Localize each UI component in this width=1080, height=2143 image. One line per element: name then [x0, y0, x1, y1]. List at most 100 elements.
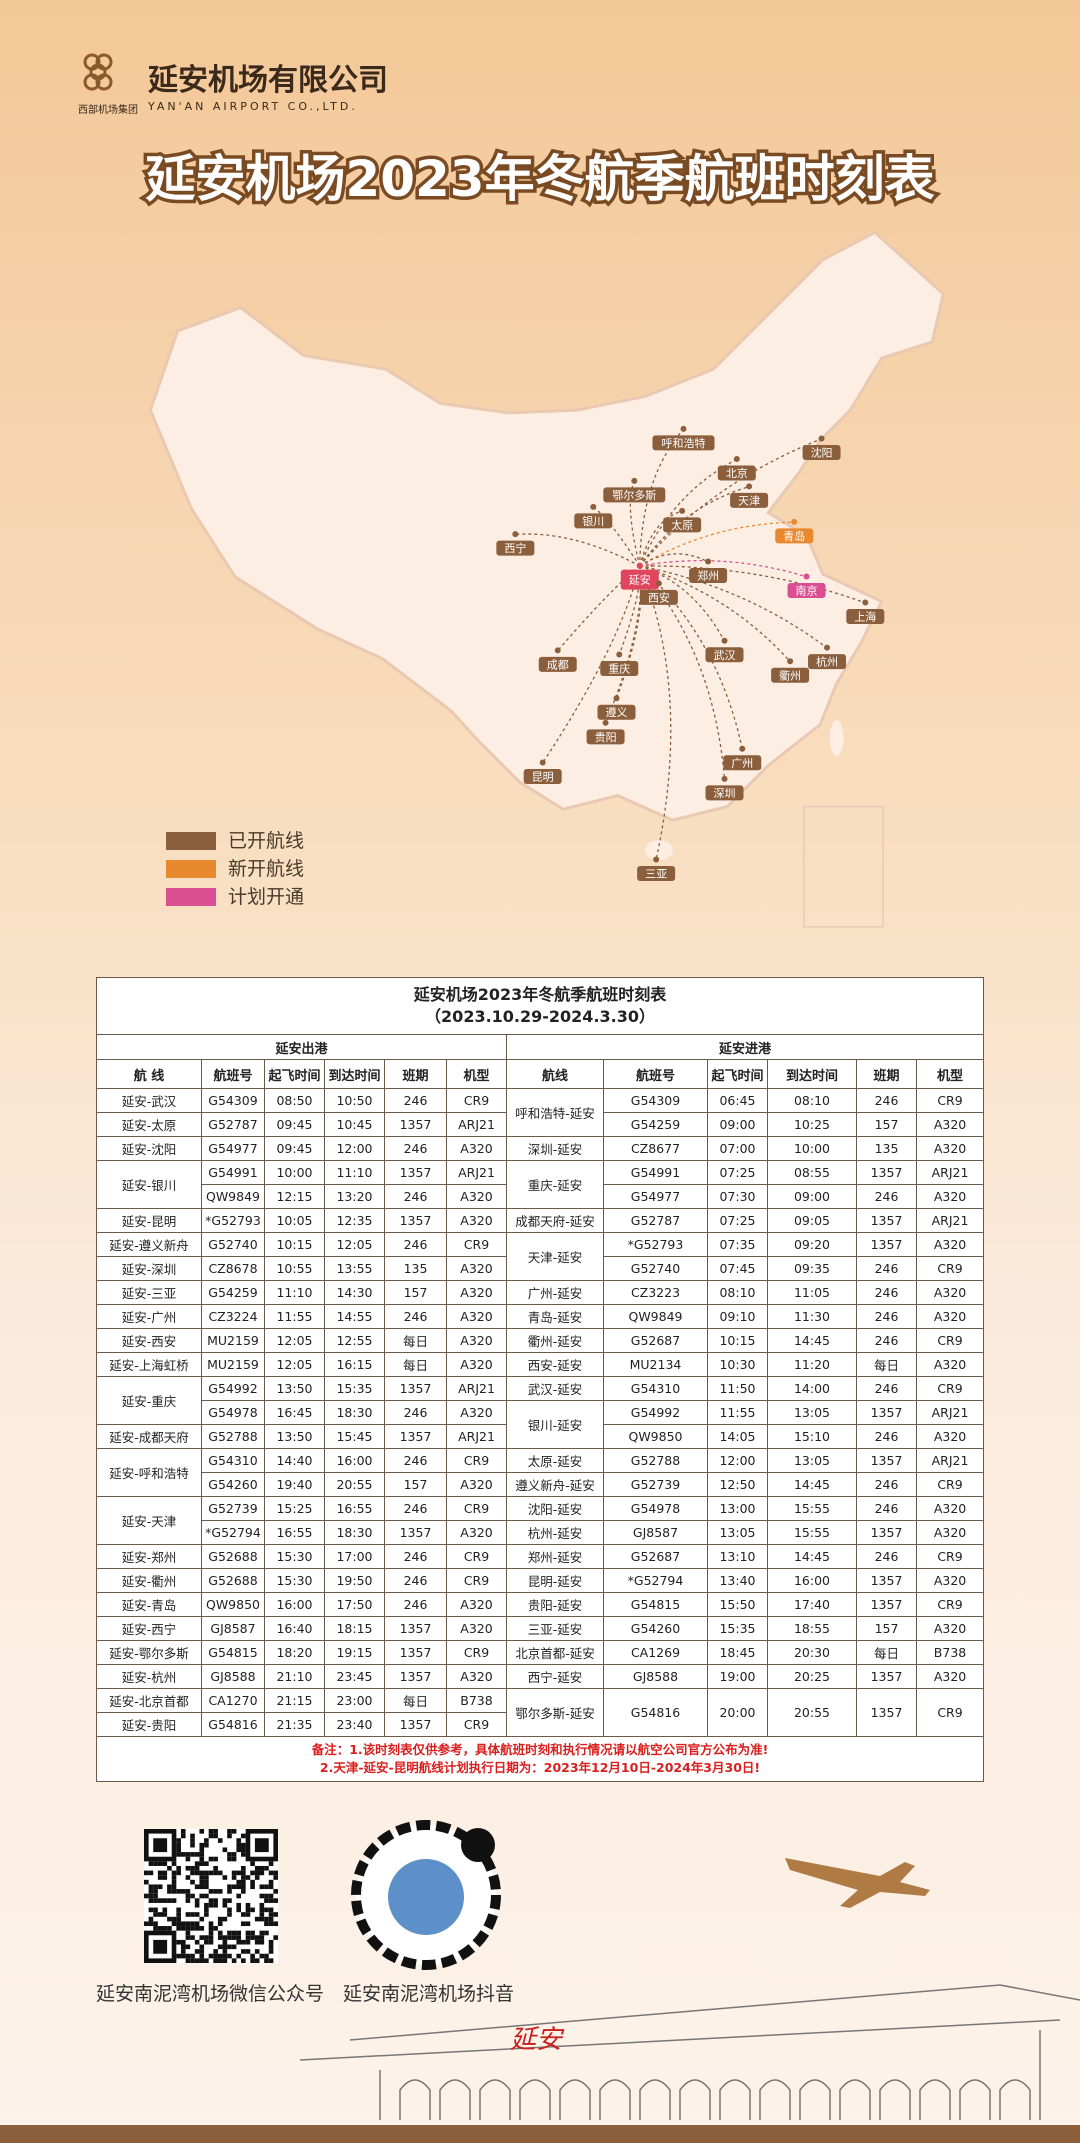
qr-cell — [245, 1930, 251, 1936]
flight-cell: 10:25 — [767, 1112, 857, 1137]
flight-cell: G52739 — [201, 1496, 265, 1521]
city-label: 衢州 — [779, 669, 801, 682]
qr-cell — [217, 1944, 223, 1950]
qr-cell — [185, 1912, 191, 1917]
qr-finder — [144, 1930, 177, 1964]
qr-cell — [259, 1884, 265, 1890]
route: 杭州-延安 — [506, 1520, 604, 1545]
flight-cell: 14:55 — [324, 1304, 385, 1329]
flight-cell: 12:55 — [324, 1328, 385, 1353]
qr-cell — [273, 1921, 278, 1927]
flight-cell: 09:00 — [707, 1112, 768, 1137]
city-dot — [539, 759, 546, 766]
city-tag — [717, 465, 756, 481]
qr-cell — [264, 1930, 269, 1936]
flight-cell: A320 — [915, 1520, 985, 1545]
qr-cell — [241, 1852, 246, 1857]
qr-cell — [153, 1907, 158, 1913]
qr-cell — [254, 1935, 260, 1940]
arch — [399, 2079, 431, 2120]
city-dot — [721, 775, 728, 782]
qr-cell — [254, 1939, 260, 1945]
qr-cell — [185, 1958, 191, 1963]
flight-cell: A320 — [915, 1424, 985, 1449]
city-label: 遵义 — [606, 705, 628, 719]
flight-cell: 14:05 — [707, 1424, 768, 1449]
qr-cell — [231, 1875, 237, 1880]
qr-cell — [259, 1930, 265, 1936]
city-dot — [554, 647, 561, 654]
flight-cell: 09:00 — [767, 1184, 857, 1209]
city-label: 延安 — [629, 573, 651, 587]
qr-cell — [153, 1889, 158, 1894]
arch — [639, 2079, 671, 2120]
qr-cell — [213, 1902, 218, 1908]
flight-cell: 06:45 — [707, 1088, 768, 1113]
flight-cell: 17:00 — [324, 1544, 385, 1569]
flight-cell: A320 — [915, 1184, 985, 1209]
qr-cell — [185, 1930, 191, 1936]
building-sign: 延安 — [510, 2025, 565, 2055]
qr-cell — [264, 1921, 269, 1927]
flight-cell: G54977 — [603, 1184, 708, 1209]
qr-cell — [194, 1939, 200, 1945]
qr-cell — [190, 1921, 195, 1927]
flight-cell: 246 — [384, 1136, 447, 1161]
flight-cell: GJ8587 — [603, 1520, 708, 1545]
flight-cell: 21:35 — [264, 1712, 325, 1737]
route-line — [639, 438, 822, 567]
qr-cell — [204, 1958, 209, 1963]
flight-cell: G54815 — [603, 1592, 708, 1617]
qr-cell — [144, 1921, 149, 1927]
flight-row: 延安-昆明 *G52793 10:05 12:35 1357 A320 成都天府-延安 G52… — [96, 1208, 985, 1233]
qr-cell — [222, 1949, 228, 1954]
flight-cell: 07:00 — [707, 1136, 768, 1161]
city-tag — [808, 654, 847, 670]
qr-cell — [241, 1889, 246, 1894]
qr-cell — [171, 1875, 177, 1880]
qr-finder — [245, 1828, 278, 1862]
qr-cell — [213, 1829, 218, 1834]
arch — [839, 2079, 871, 2120]
route: 郑州-延安 — [506, 1544, 604, 1569]
flight-cell: ARJ21 — [915, 1448, 985, 1473]
airplane — [785, 1858, 930, 1908]
qr-cell — [245, 1902, 251, 1908]
route: 西安-延安 — [506, 1352, 604, 1377]
flight-cell: 157 — [856, 1112, 917, 1137]
city-label: 太原 — [671, 519, 693, 532]
qr-cell — [185, 1852, 191, 1857]
qr-cell — [204, 1870, 209, 1876]
qr-cell — [217, 1889, 223, 1894]
route-line — [639, 560, 807, 578]
city-label: 郑州 — [697, 569, 719, 583]
route-line — [639, 565, 672, 860]
arch — [479, 2079, 511, 2120]
route: 延安-西宁 — [96, 1616, 202, 1641]
flight-cell: QW9849 — [603, 1304, 708, 1329]
qr-cell — [176, 1921, 181, 1927]
flight-cell: 18:15 — [324, 1616, 385, 1641]
qr-cell — [273, 1875, 278, 1880]
flight-cell: G54310 — [201, 1448, 265, 1473]
qr-cell — [259, 1865, 265, 1871]
route-line — [639, 486, 750, 567]
flight-cell: A320 — [915, 1664, 985, 1689]
qr-cell — [148, 1889, 154, 1894]
column-header: 航线 — [506, 1059, 604, 1089]
flight-cell: 15:25 — [264, 1496, 325, 1521]
qr-cell — [162, 1926, 168, 1931]
flight-cell: CR9 — [915, 1688, 985, 1737]
qr-cell — [194, 1861, 200, 1866]
flight-cell: 246 — [384, 1496, 447, 1521]
column-header: 到达时间 — [324, 1059, 385, 1089]
flight-cell: 246 — [856, 1544, 917, 1569]
city-dot — [818, 435, 825, 442]
flight-cell: 246 — [384, 1088, 447, 1113]
route: 北京首都-延安 — [506, 1640, 604, 1665]
qr-cell — [167, 1898, 172, 1903]
section-title: 延安进港 — [505, 1034, 985, 1060]
route: 延安-郑州 — [96, 1544, 202, 1569]
flight-cell: 16:00 — [264, 1592, 325, 1617]
qr-cell — [176, 1907, 181, 1913]
